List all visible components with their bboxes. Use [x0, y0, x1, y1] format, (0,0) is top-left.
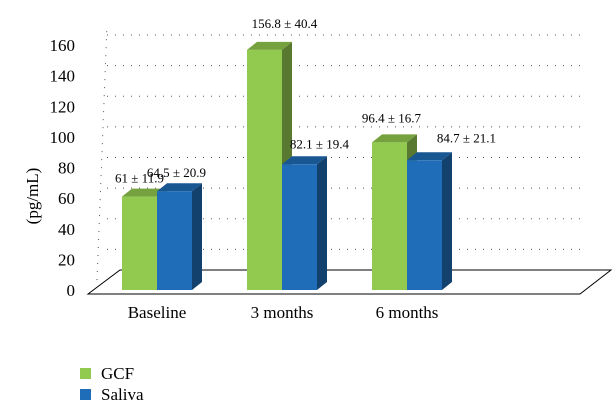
x-category-label: 6 months [376, 303, 439, 322]
data-label: 96.4 ± 16.7 [362, 110, 422, 125]
legend-swatch-saliva [80, 389, 91, 400]
data-labels: 61 ± 11.964.5 ± 20.9 156.8 ± 40.4 82.1 ± 1… [115, 16, 496, 186]
legend-label-saliva: Saliva [101, 384, 144, 404]
legend-label-gcf: GCF [101, 363, 135, 383]
data-label: 156.8 ± 40.4 [252, 16, 318, 31]
bar-saliva-1 [282, 156, 327, 290]
data-label: 82.1 ± 19.4 [290, 136, 350, 151]
bar-side [442, 152, 452, 290]
bar-front [122, 196, 157, 290]
bar-side [192, 183, 202, 290]
bars [122, 41, 452, 291]
data-label: 64.5 ± 20.9 [147, 165, 206, 180]
x-category-label: Baseline [128, 303, 187, 322]
y-tick-label: 160 [50, 36, 76, 55]
y-tick-label: 0 [67, 281, 76, 300]
y-tick-label: 60 [58, 189, 75, 208]
bar-side [317, 156, 327, 290]
y-tick-label: 80 [58, 159, 75, 178]
legend-item-saliva: Saliva [80, 384, 144, 405]
chart-floor [86, 269, 613, 295]
bar-top [372, 134, 417, 143]
x-axis-categories: Baseline 3 months 6 months [128, 303, 439, 322]
bar-top [282, 156, 327, 165]
data-label: 84.7 ± 21.1 [437, 130, 496, 145]
y-tick-label: 20 [58, 250, 75, 269]
bar-front [372, 142, 407, 290]
bar-front [247, 49, 282, 291]
y-axis-label: (pg/mL) [23, 168, 42, 225]
y-axis-ticks: 0 20 40 60 80 100 120 140 160 [50, 36, 76, 300]
bar-front [282, 164, 317, 290]
bar-saliva-2 [407, 152, 452, 290]
bar-front [407, 160, 442, 290]
floor-outline [86, 269, 613, 295]
bar-front [157, 191, 192, 290]
legend-swatch-gcf [80, 368, 91, 379]
bar-top [157, 183, 202, 192]
y-tick-label: 120 [50, 97, 76, 116]
bar-top [122, 188, 167, 197]
bar-top [407, 152, 452, 161]
legend: GCF Saliva [80, 363, 144, 405]
data-label: 61 ± 11.9 [115, 171, 164, 186]
x-category-label: 3 months [251, 303, 314, 322]
y-tick-label: 40 [58, 220, 75, 239]
legend-item-gcf: GCF [80, 363, 144, 384]
back-wall-edge [96, 24, 108, 281]
bar-top [247, 41, 292, 50]
y-tick-label: 100 [50, 128, 76, 147]
bar-saliva-0 [157, 183, 202, 290]
y-tick-label: 140 [50, 67, 76, 86]
